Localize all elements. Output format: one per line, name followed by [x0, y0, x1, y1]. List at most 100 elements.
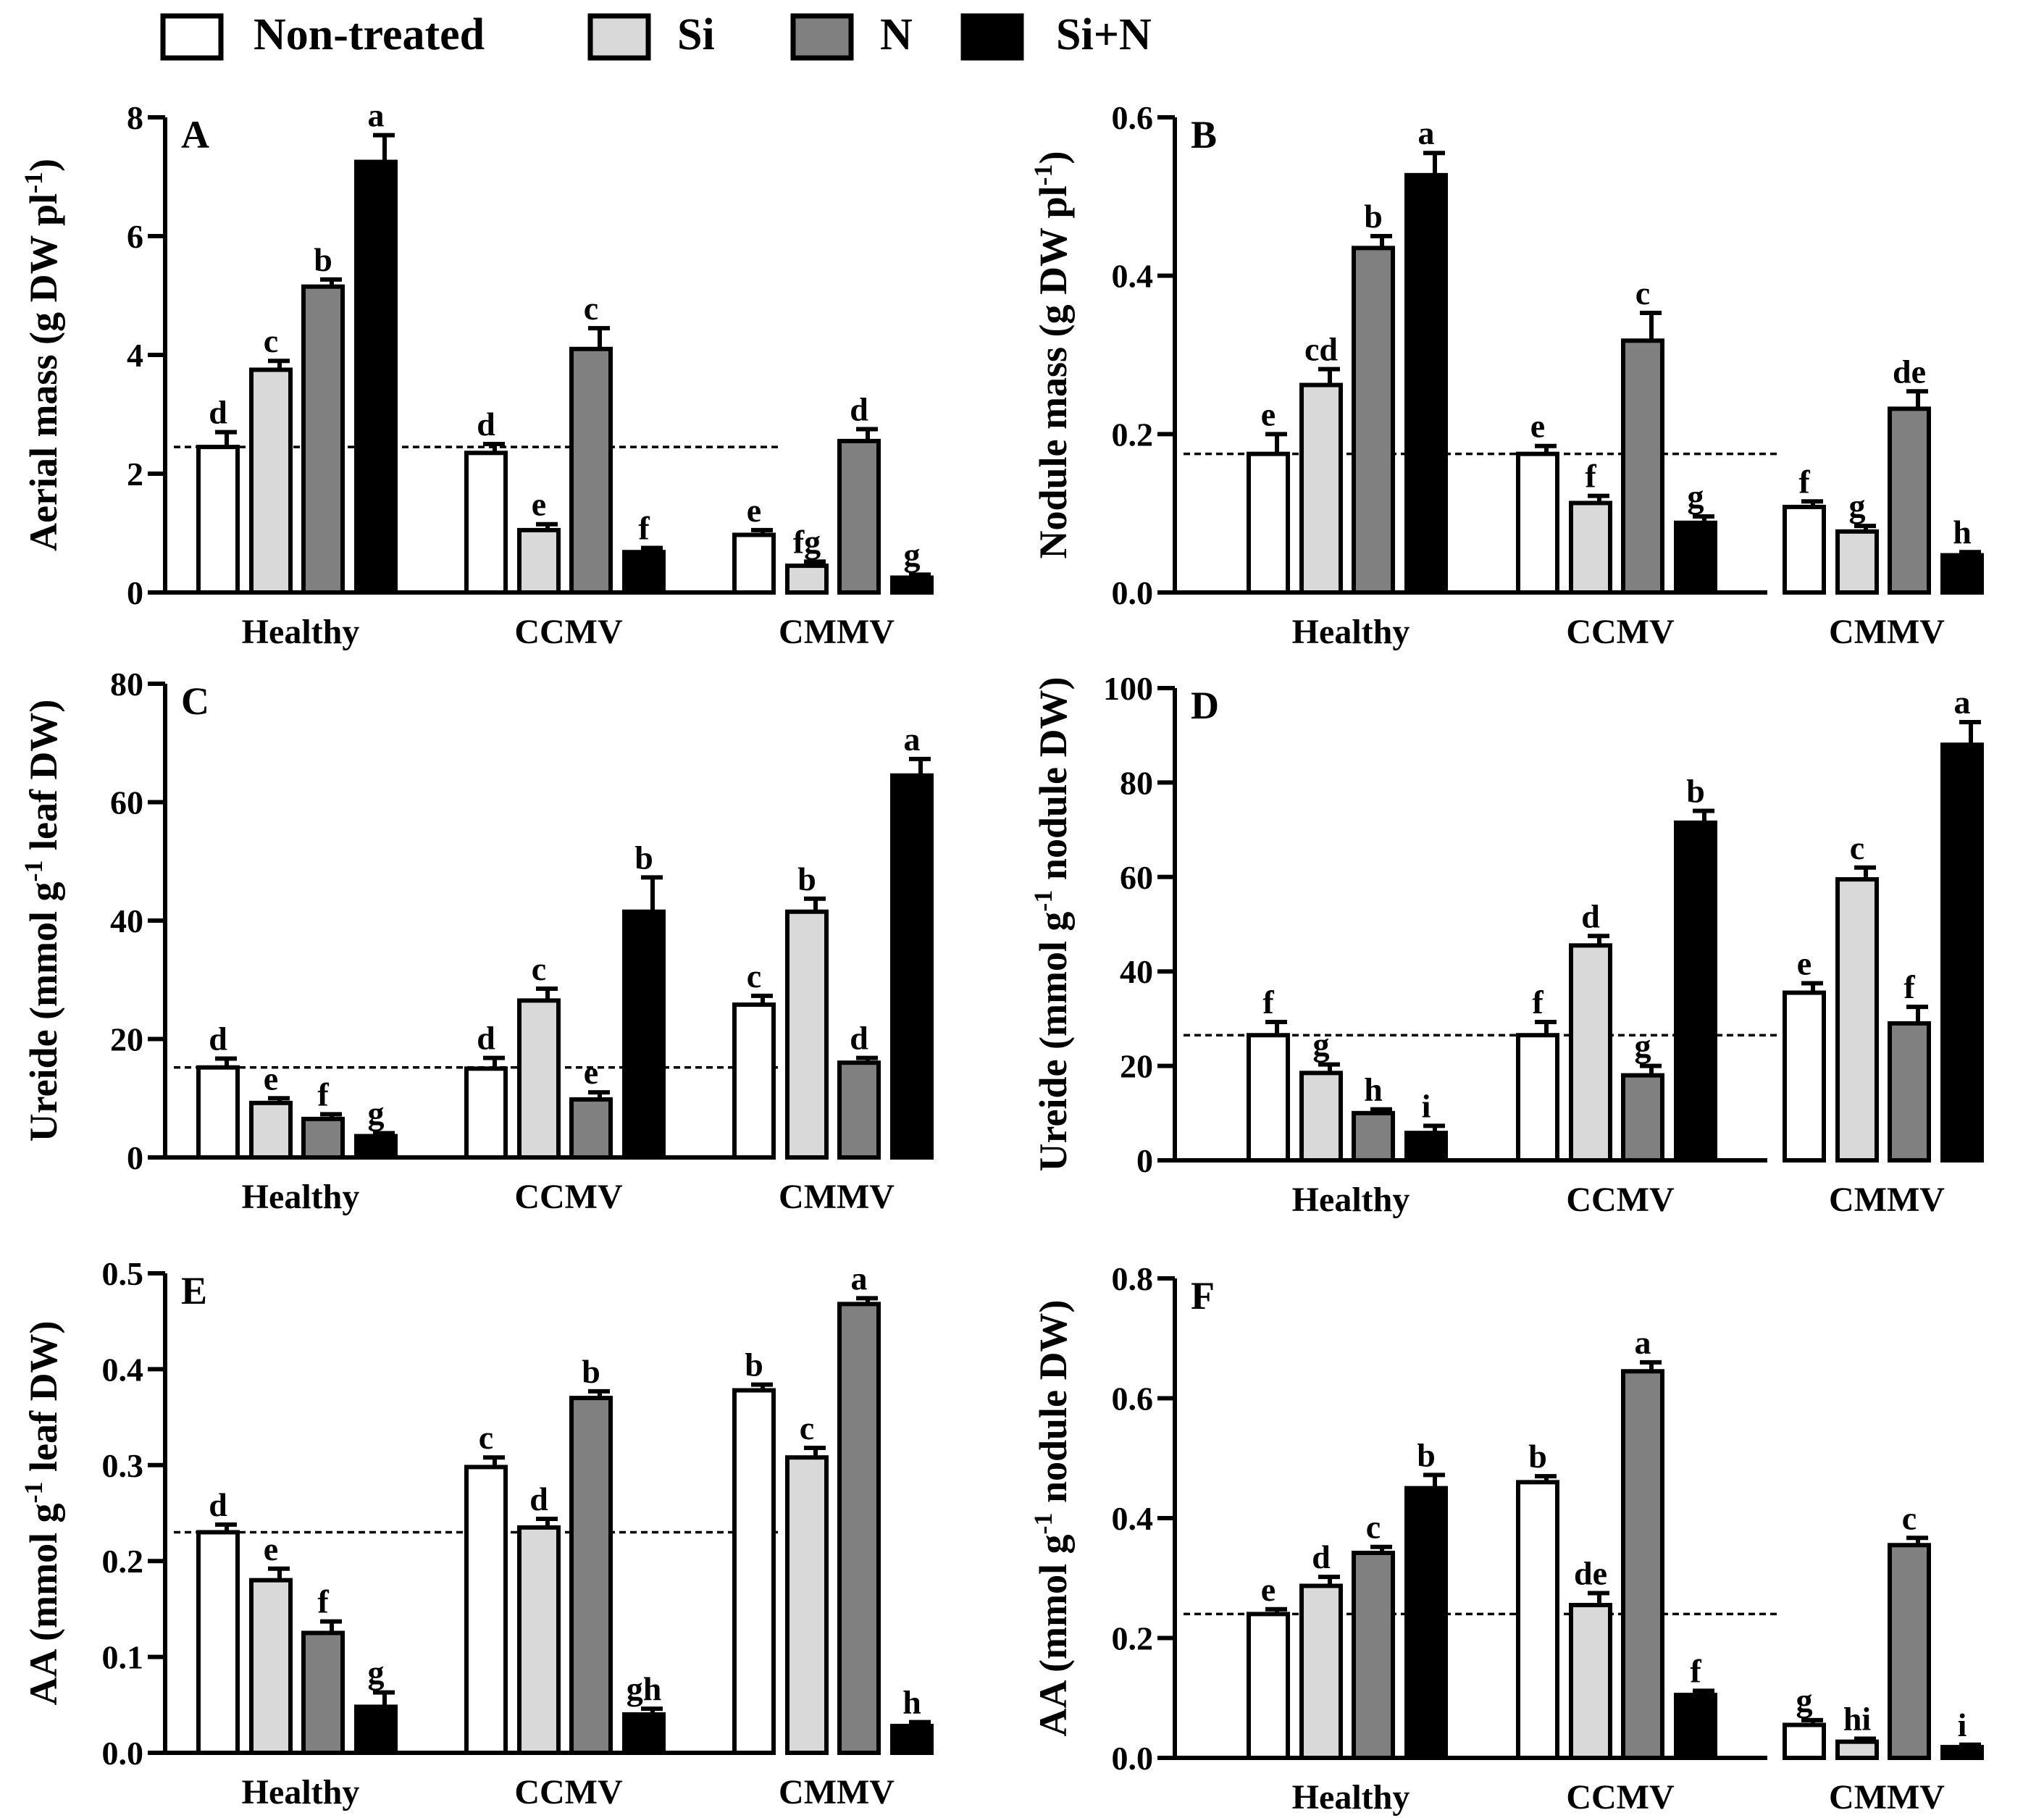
bar-si-cmmv: [1835, 529, 1879, 595]
significance-letter: c: [800, 1409, 814, 1446]
bar-si-plusn-ccmv: [622, 550, 666, 595]
y-axis-title-end: ): [1031, 151, 1075, 164]
y-tick-label: 2: [127, 456, 143, 493]
bar-non-treated-cmmv: [1783, 1722, 1826, 1761]
significance-letter: d: [477, 406, 495, 443]
bar-non-treated-cmmv: [732, 532, 776, 595]
chart-panel-b: 0.0 0.2 0.4 0.6 e e f cd f g b c de a g h Healthy CCMV CMM…: [1029, 99, 1984, 651]
bar-si-plusn-healthy: [1404, 1131, 1448, 1163]
y-axis-title-superscript: -1: [1029, 890, 1057, 912]
y-tick-label: 0.0: [102, 1735, 144, 1772]
significance-letter: f: [1532, 984, 1544, 1021]
bar-si-plusn-cmmv: [1940, 742, 1984, 1163]
bar-n-ccmv: [1621, 1073, 1664, 1163]
x-tick-label-ccmv: CCMV: [1566, 613, 1675, 651]
bar-si-ccmv: [517, 527, 561, 595]
bar-si-plusn-cmmv: [890, 575, 934, 595]
y-axis-title: Aerial mass (g DW pl-1): [19, 159, 65, 551]
y-tick-label: 0.4: [1112, 258, 1154, 295]
legend-swatch-n: [790, 13, 854, 61]
significance-letter: d: [209, 1486, 227, 1523]
y-tick-label: 0.6: [1112, 1381, 1154, 1417]
y-axis-title-main: Ureide (mmol g: [22, 882, 65, 1142]
significance-letter: c: [532, 950, 546, 987]
bar-non-treated-ccmv: [464, 1465, 508, 1755]
y-axis-title-end: nodule DW): [1031, 1299, 1075, 1512]
significance-letter: c: [747, 958, 761, 994]
bar-si-healthy: [249, 1100, 293, 1160]
bar-si-plusn-healthy: [1404, 1486, 1448, 1760]
significance-letter: a: [1954, 684, 1971, 721]
significance-letter: a: [904, 721, 921, 758]
bar-si-plusn-cmmv: [1940, 1745, 1984, 1760]
y-axis-title: Ureide (mmol g-1 nodule DW): [1029, 677, 1075, 1172]
bar-n-cmmv: [1888, 1543, 1931, 1761]
bar-si-plusn-cmmv: [890, 773, 934, 1160]
bar-n-ccmv: [569, 346, 613, 595]
bar-si-plusn-ccmv: [1674, 1693, 1717, 1761]
bar-non-treated-healthy: [1247, 451, 1290, 595]
bar-si-healthy: [1299, 1583, 1343, 1761]
bar-si-plusn-ccmv: [1674, 820, 1717, 1163]
panel-letter: A: [181, 113, 209, 156]
bar-si-plusn-ccmv: [622, 1712, 666, 1756]
y-tick-label: 0.4: [1112, 1500, 1154, 1537]
significance-letter: g: [1849, 487, 1866, 524]
significance-letter: a: [1418, 114, 1435, 151]
significance-letter: d: [529, 1480, 548, 1517]
bar-non-treated-ccmv: [1516, 1033, 1559, 1163]
significance-letter: b: [1528, 1438, 1547, 1475]
y-tick-label: 0.1: [102, 1639, 144, 1676]
significance-letter: b: [1686, 773, 1705, 810]
significance-letter: d: [209, 1020, 227, 1057]
significance-letter: e: [1261, 1571, 1276, 1608]
significance-letter: b: [634, 839, 653, 876]
bar-si-plusn-ccmv: [622, 909, 666, 1160]
x-tick-label-cmmv: CMMV: [779, 1773, 895, 1811]
bar-non-treated-healthy: [1247, 1033, 1290, 1163]
y-axis-title: AA (mmol g-1 leaf DW): [19, 1321, 65, 1706]
y-tick-label: 0.2: [1112, 416, 1154, 453]
y-tick-label: 80: [1120, 764, 1153, 801]
significance-letter: d: [477, 1020, 495, 1057]
x-tick-label-ccmv: CCMV: [514, 613, 623, 651]
bar-si-plusn-cmmv: [890, 1723, 934, 1755]
bar-non-treated-cmmv: [1783, 504, 1826, 595]
bar-n-healthy: [1352, 1110, 1395, 1163]
bar-n-cmmv: [1888, 406, 1931, 595]
bar-non-treated-healthy: [196, 445, 240, 595]
y-axis-title-end: leaf DW): [22, 1321, 65, 1482]
x-tick-label-healthy: Healthy: [242, 1773, 360, 1811]
bar-si-healthy: [249, 1578, 293, 1755]
x-tick-label-healthy: Healthy: [242, 613, 360, 651]
bar-si-ccmv: [1569, 1602, 1612, 1761]
significance-letter: e: [1261, 395, 1276, 432]
bar-n-ccmv: [569, 1097, 613, 1160]
x-tick-label-cmmv: CMMV: [1829, 1778, 1945, 1817]
bar-non-treated-healthy: [196, 1065, 240, 1160]
panel-letter: C: [181, 679, 209, 723]
significance-letter: b: [797, 860, 816, 897]
bar-si-healthy: [1299, 1071, 1343, 1163]
legend-swatch-si: [587, 13, 651, 61]
significance-letter: de: [1893, 353, 1926, 390]
bar-si-cmmv: [785, 564, 829, 595]
y-tick-label: 40: [1120, 953, 1153, 990]
y-tick-label: 0.5: [102, 1255, 144, 1292]
bar-n-cmmv: [837, 1302, 881, 1756]
y-tick-label: 100: [1103, 670, 1153, 707]
significance-letter: e: [1797, 945, 1811, 982]
y-axis-title-main: AA (mmol g: [22, 1503, 65, 1705]
bar-non-treated-cmmv: [1783, 990, 1826, 1163]
y-axis-title-main: AA (mmol g: [1031, 1535, 1075, 1737]
significance-letter: e: [264, 1060, 278, 1097]
y-tick-label: 8: [127, 99, 143, 136]
x-tick-label-healthy: Healthy: [1292, 1778, 1410, 1817]
significance-letter: de: [1574, 1554, 1607, 1591]
significance-letter: fg: [793, 523, 821, 560]
y-tick-label: 4: [127, 337, 143, 374]
